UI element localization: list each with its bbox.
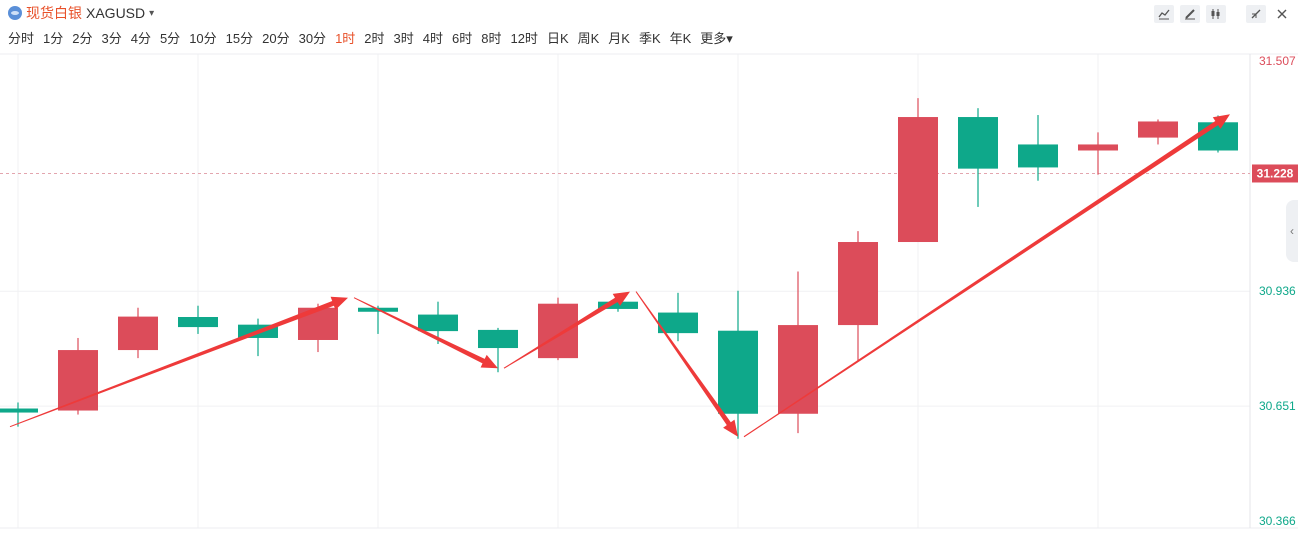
tab-period-0[interactable]: 分时: [8, 31, 35, 46]
symbol-name: 现货白银: [26, 5, 82, 21]
tab-period-18[interactable]: 周K: [577, 31, 600, 46]
pen-icon[interactable]: [1180, 5, 1200, 23]
candle-body: [418, 314, 458, 332]
toolbar: [1154, 5, 1292, 23]
candle-body: [718, 330, 758, 414]
tab-period-7[interactable]: 15分: [225, 31, 254, 46]
price-tick-label: 30.651: [1259, 399, 1296, 413]
trend-arrow: [743, 114, 1230, 438]
symbol-code: XAGUSD: [86, 5, 146, 21]
tab-period-6[interactable]: 10分: [189, 31, 217, 46]
price-tick-label: 31.507: [1259, 54, 1296, 68]
tab-period-21[interactable]: 年K: [669, 31, 692, 46]
chevron-down-icon: ▾: [149, 7, 155, 19]
candle-body: [0, 408, 38, 413]
tab-period-10[interactable]: 1时: [335, 31, 356, 46]
candle-body: [478, 329, 518, 349]
current-price-badge: [1252, 164, 1298, 183]
line-chart-icon[interactable]: [1154, 5, 1174, 23]
trend-arrow: [353, 297, 498, 369]
tab-period-17[interactable]: 日K: [546, 31, 569, 46]
price-tick-label: 30.366: [1259, 514, 1296, 528]
tab-period-19[interactable]: 月K: [608, 31, 630, 46]
tab-period-20[interactable]: 季K: [638, 31, 661, 46]
current-price-label: 31.228: [1257, 166, 1294, 180]
tab-period-12[interactable]: 3时: [393, 31, 414, 46]
candle-icon[interactable]: [1206, 5, 1226, 23]
collapse-icon[interactable]: [1246, 5, 1266, 23]
tab-period-15[interactable]: 8时: [481, 31, 502, 46]
tab-period-13[interactable]: 4时: [422, 31, 443, 46]
candle-body: [598, 301, 638, 309]
candle-body: [958, 117, 998, 169]
candle-body: [838, 242, 878, 326]
candle-body: [118, 316, 158, 351]
tab-period-16[interactable]: 12时: [510, 31, 538, 46]
tab-period-22[interactable]: 更多▾: [700, 31, 733, 46]
candle-body: [1078, 144, 1118, 151]
price-tick-label: 30.936: [1259, 284, 1296, 298]
candle-body: [1138, 121, 1178, 138]
tab-period-5[interactable]: 5分: [159, 31, 181, 46]
chevron-left-icon: ‹: [1290, 224, 1294, 238]
collapse-panel-handle[interactable]: ‹: [1286, 200, 1298, 262]
candle-body: [898, 117, 938, 243]
candle-body: [778, 325, 818, 414]
symbol-selector[interactable]: 现货白银 XAGUSD ▾: [8, 3, 154, 23]
candle-body: [538, 303, 578, 359]
silver-logo-icon: [8, 6, 22, 20]
tab-period-2[interactable]: 2分: [72, 31, 93, 46]
trend-arrow: [9, 296, 349, 428]
close-icon[interactable]: [1272, 5, 1292, 23]
candle-body: [1018, 144, 1058, 168]
trend-arrow: [635, 291, 738, 437]
trend-arrow: [503, 291, 630, 369]
period-tabs: 分时 1分 2分 3分 4分 5分 10分 15分 20分 30分 1时 2时 3时 4时 6时 8时 12时日…: [8, 28, 742, 47]
candle-body: [178, 317, 218, 328]
tab-period-9[interactable]: 30分: [298, 31, 327, 46]
candle-body: [1198, 122, 1238, 151]
tab-period-1[interactable]: 1分: [43, 31, 64, 46]
tab-period-11[interactable]: 2时: [364, 31, 385, 46]
tab-period-14[interactable]: 6时: [452, 31, 473, 46]
chart-header: 现货白银 XAGUSD ▾: [0, 0, 1298, 26]
tab-period-8[interactable]: 20分: [262, 31, 290, 46]
tab-period-3[interactable]: 3分: [101, 31, 122, 46]
candle-body: [658, 312, 698, 334]
tab-period-4[interactable]: 4分: [130, 31, 151, 46]
